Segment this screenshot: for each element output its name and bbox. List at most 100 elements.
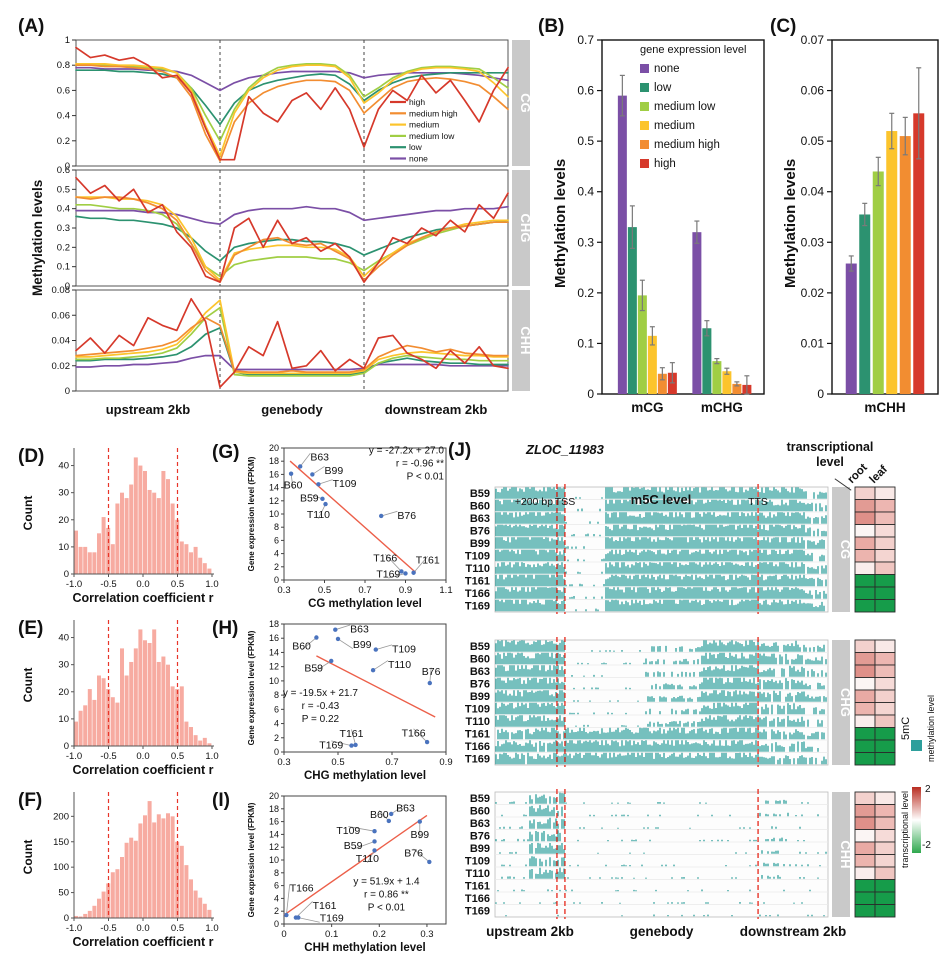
- svg-text:0.0: 0.0: [136, 923, 149, 934]
- svg-text:0.06: 0.06: [801, 84, 825, 98]
- svg-text:T166: T166: [290, 883, 314, 895]
- y-axis: 0 0.01 0.02 0.03 0.04 0.05 0.06 0.07: [801, 33, 832, 401]
- svg-text:B60: B60: [470, 500, 490, 512]
- panel-b-legend-items: none low medium low medium medium high high: [640, 59, 768, 173]
- svg-text:14: 14: [269, 647, 279, 657]
- heatmap-CHH: [854, 791, 896, 918]
- svg-text:T161: T161: [465, 880, 490, 892]
- svg-text:0.3: 0.3: [277, 757, 290, 768]
- mount-e-svg: 0 10 20 30 40 -1.0 -0.5 0.0 0.5 1.0 Count Correlati…: [21, 620, 219, 777]
- svg-text:0: 0: [817, 387, 824, 401]
- panel-d: (D) 0 10 20 30 40 -1.0 -0.5 0.0 0.5 1.0 Count Corre…: [18, 444, 220, 614]
- svg-text:r = -0.96 **: r = -0.96 **: [396, 458, 444, 469]
- svg-text:B63: B63: [310, 452, 329, 464]
- svg-text:1.1: 1.1: [439, 585, 452, 596]
- svg-text:-1.0: -1.0: [66, 579, 82, 590]
- svg-text:18: 18: [269, 804, 279, 814]
- svg-text:2: 2: [274, 562, 279, 572]
- svg-text:10: 10: [58, 542, 69, 553]
- panel-b-legend: gene expression level none low medium low m…: [640, 44, 768, 173]
- svg-text:0.5: 0.5: [577, 134, 594, 148]
- svg-text:T169: T169: [320, 913, 344, 925]
- series-CHH: [75, 297, 509, 389]
- svg-text:4: 4: [274, 719, 279, 729]
- svg-text:T169: T169: [376, 569, 400, 581]
- svg-text:T161: T161: [313, 900, 337, 912]
- svg-text:low: low: [409, 142, 423, 152]
- panel-a-xlabel-downstream: downstream 2kb: [384, 402, 488, 417]
- bar-group-mCG: [617, 74, 677, 394]
- svg-text:T109: T109: [465, 550, 490, 562]
- panel-g-label: (G): [212, 442, 240, 463]
- svg-text:B60: B60: [470, 653, 490, 665]
- svg-text:B59: B59: [470, 641, 490, 653]
- svg-text:-1.0: -1.0: [66, 751, 82, 762]
- svg-text:T166: T166: [465, 588, 490, 600]
- svg-text:0.9: 0.9: [439, 757, 452, 768]
- svg-text:0.04: 0.04: [801, 185, 825, 199]
- svg-text:40: 40: [58, 461, 69, 472]
- svg-text:0.02: 0.02: [801, 286, 825, 300]
- mount-f-svg: 0 50 100 150 200 -1.0 -0.5 0.0 0.5 1.0 Count Correl…: [21, 792, 219, 949]
- svg-text:0.1: 0.1: [577, 336, 594, 350]
- panel-i: (I) 0 2 4 6 8 10 12 14 16 18 20 0 0.1 0.2 0.3 T166 T161 T…: [212, 788, 454, 960]
- m5c-level-label: m5C level: [630, 492, 692, 507]
- panel-j-label: (J): [448, 440, 472, 461]
- svg-text:0.9: 0.9: [399, 585, 412, 596]
- svg-text:12: 12: [269, 496, 279, 506]
- svg-text:Correlation coefficient r: Correlation coefficient r: [73, 591, 214, 605]
- svg-text:P < 0.01: P < 0.01: [407, 471, 445, 482]
- svg-text:B76: B76: [470, 525, 490, 537]
- svg-text:0.3: 0.3: [57, 223, 70, 234]
- svg-text:6: 6: [274, 535, 279, 545]
- svg-text:0.03: 0.03: [801, 235, 825, 249]
- panel-f-label: (F): [18, 790, 43, 811]
- svg-text:T110: T110: [307, 509, 330, 521]
- svg-text:B76: B76: [397, 510, 416, 522]
- svg-text:CHG: CHG: [838, 688, 853, 717]
- svg-text:y = -19.5x + 21.7: y = -19.5x + 21.7: [283, 688, 358, 699]
- svg-text:T109: T109: [392, 643, 416, 655]
- svg-text:CHG: CHG: [518, 214, 533, 243]
- m5c-legend-swatch: [911, 740, 922, 751]
- series-CHG: [75, 176, 509, 283]
- y-axis: 0 10 20 30 40: [58, 461, 74, 580]
- svg-text:0: 0: [65, 386, 70, 397]
- x-axis: 0.3 0.5 0.7 0.9 1.1: [277, 580, 453, 596]
- panel-f: (F) 0 50 100 150 200 -1.0 -0.5 0.0 0.5 1.0 Count Co…: [18, 788, 220, 958]
- m5c-legend-title: 5mC: [900, 716, 912, 740]
- x-axis: 0.3 0.5 0.7 0.9: [277, 752, 453, 768]
- panel-i-chart: 0 2 4 6 8 10 12 14 16 18 20 0 0.1 0.2 0.3 T166 T161 T169 T…: [212, 788, 454, 962]
- svg-text:0: 0: [64, 569, 69, 580]
- svg-text:0: 0: [64, 741, 69, 752]
- svg-text:T166: T166: [465, 893, 490, 905]
- svg-text:0.08: 0.08: [52, 285, 71, 296]
- svg-text:CHH: CHH: [518, 326, 533, 354]
- svg-text:0.2: 0.2: [57, 136, 70, 147]
- svg-text:T110: T110: [466, 563, 490, 575]
- svg-text:CHH: CHH: [838, 840, 853, 868]
- transcriptional-legend-title: transcriptional level: [900, 790, 910, 868]
- svg-text:0.1: 0.1: [57, 262, 70, 273]
- y-axis: 0 0.1 0.2 0.3 0.4 0.5 0.6 0.7: [577, 33, 602, 401]
- svg-text:B59: B59: [344, 840, 363, 852]
- svg-text:CG: CG: [838, 540, 853, 560]
- legend-label-medium_high: medium high: [654, 138, 720, 151]
- svg-text:T166: T166: [402, 727, 426, 739]
- svg-text:Count: Count: [21, 840, 35, 875]
- svg-text:B99: B99: [353, 639, 372, 651]
- svg-text:18: 18: [269, 456, 279, 466]
- legend-label-medium: medium: [654, 119, 695, 132]
- equation-text: y = 51.9x + 1.4 r = 0.86 ** P < 0.01: [353, 876, 420, 913]
- svg-text:0.3: 0.3: [277, 585, 290, 596]
- panel-a-xlabel-upstream: upstream 2kb: [105, 402, 191, 417]
- y-axis: 0 2 4 6 8 10 12 14 16 18 20: [269, 443, 284, 585]
- svg-text:0: 0: [281, 929, 286, 940]
- svg-text:medium: medium: [409, 120, 439, 130]
